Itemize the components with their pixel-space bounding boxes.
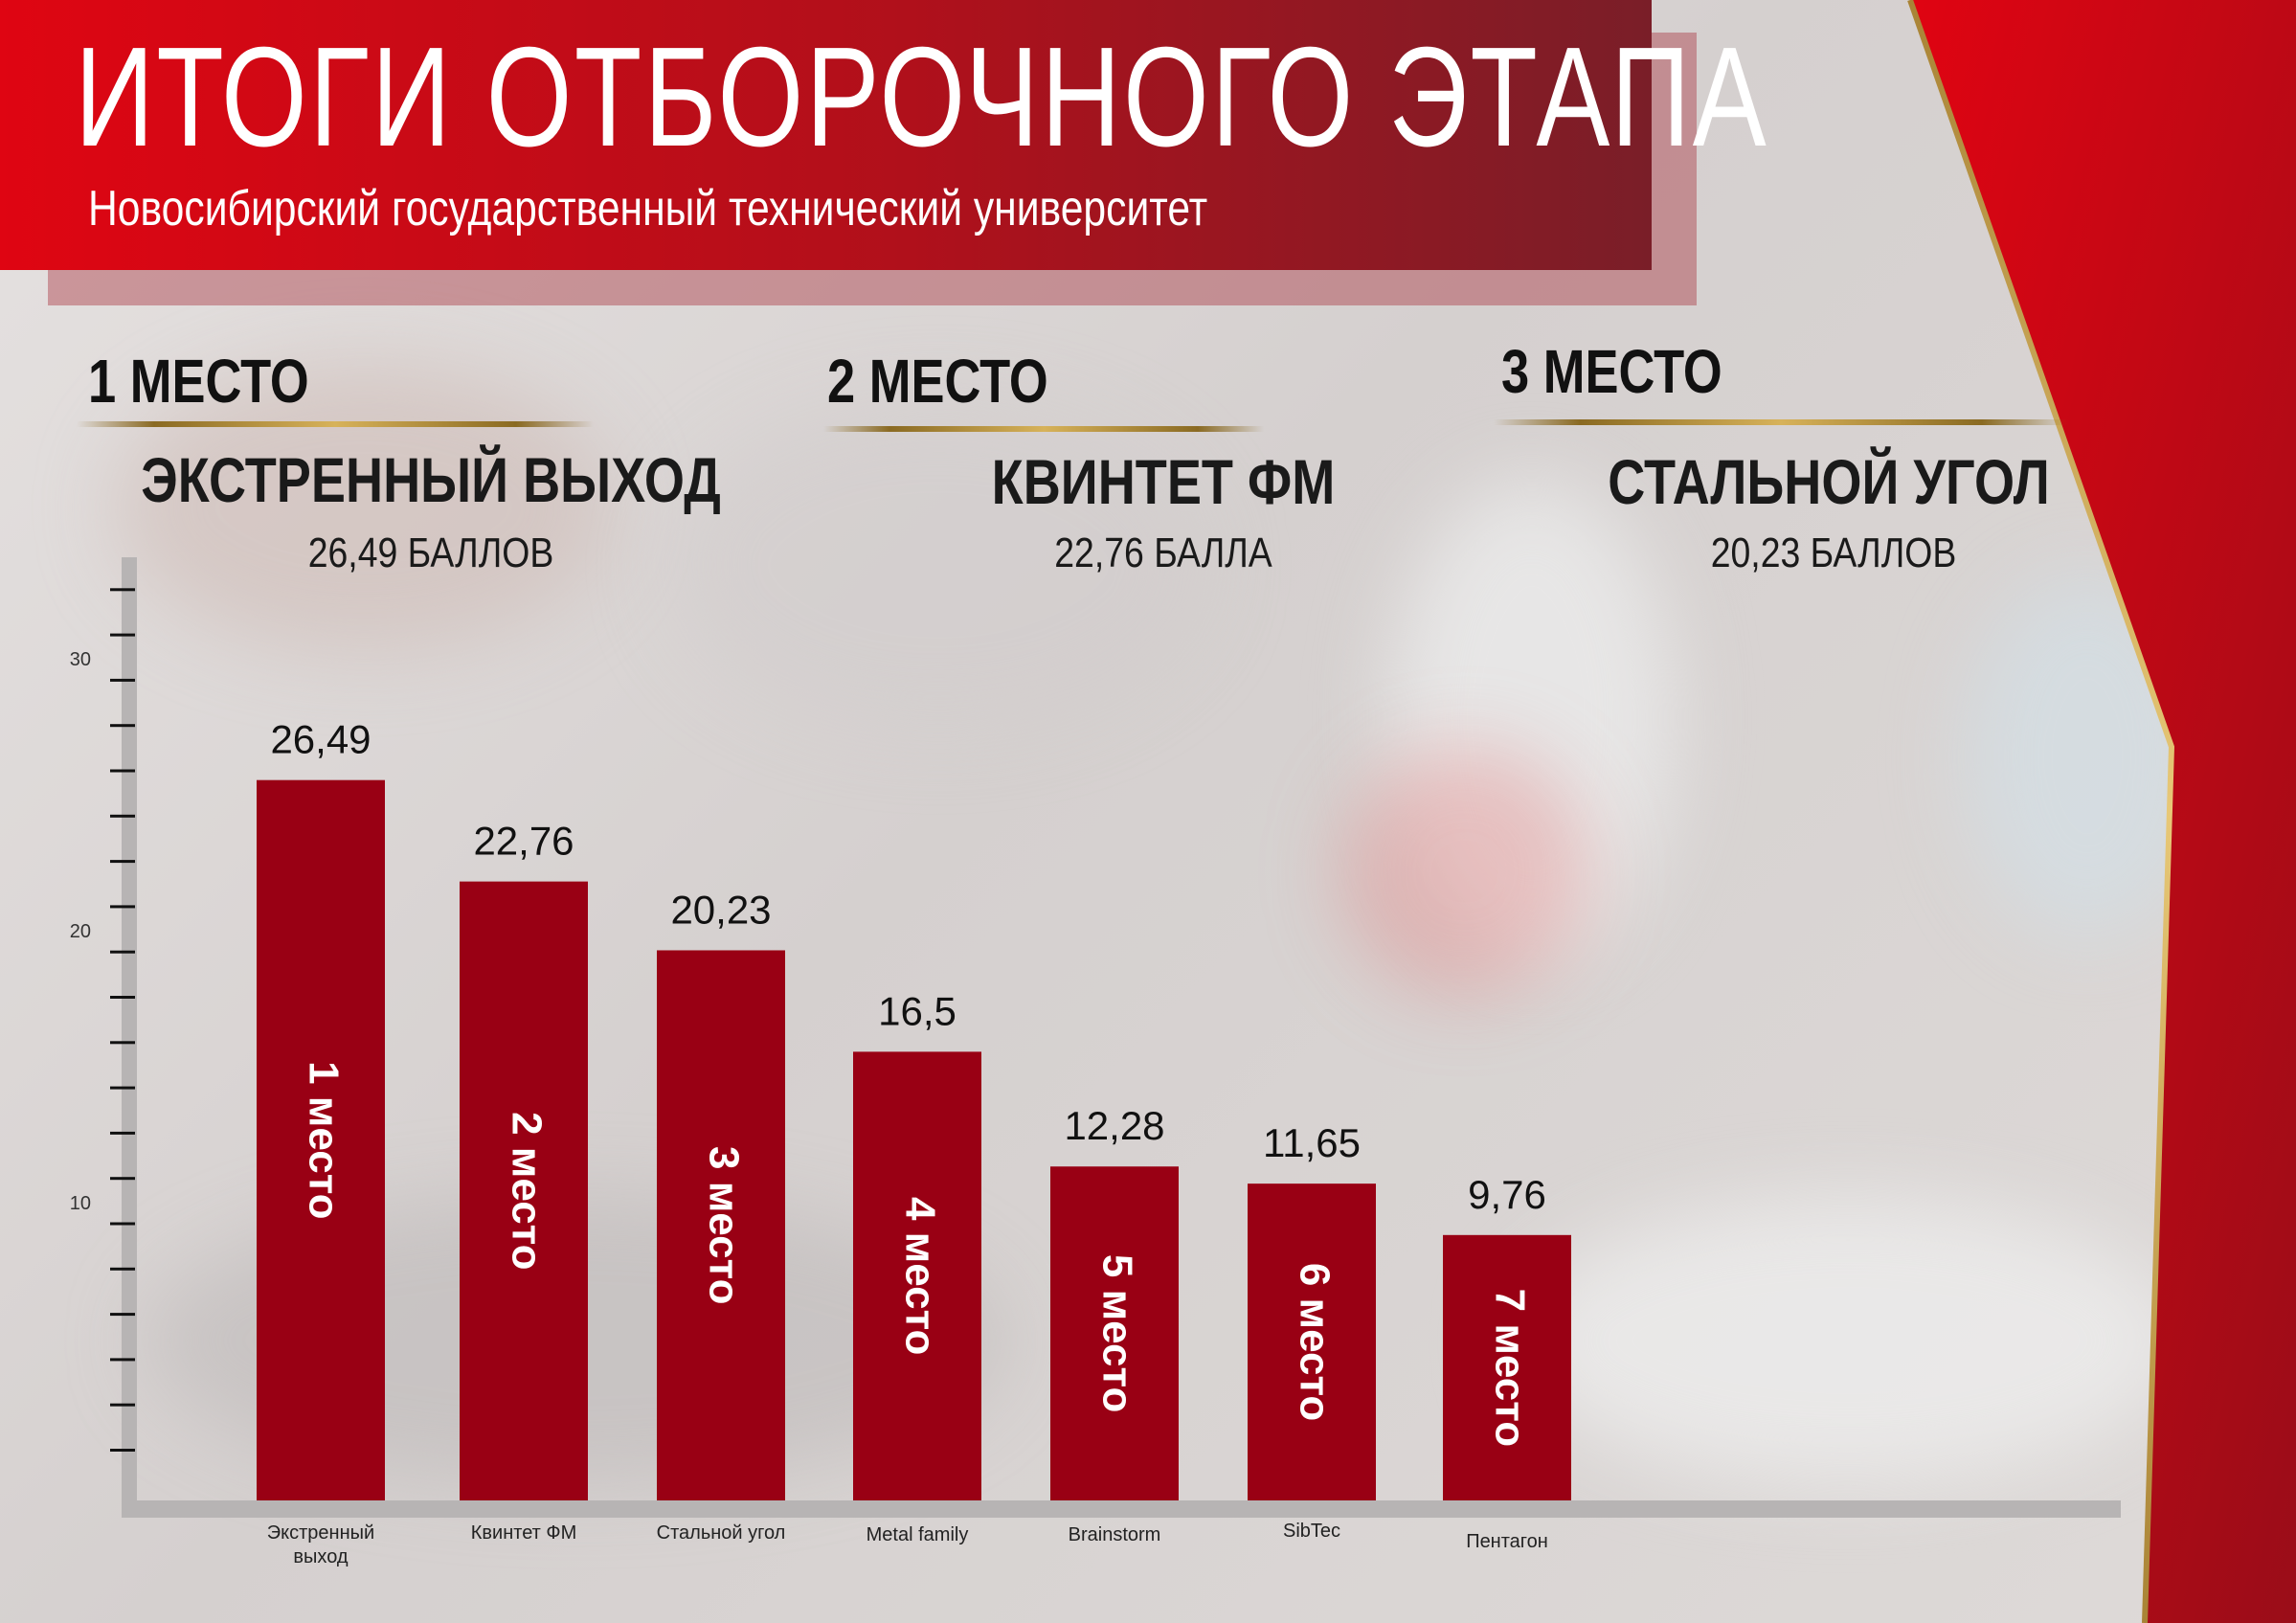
- y-axis-minor-tick: [110, 1131, 135, 1135]
- bar-place-label: 6 место: [1291, 1263, 1338, 1421]
- y-axis-minor-tick: [110, 724, 135, 728]
- third-place-score: 20,23 БАЛЛОВ: [1710, 530, 1957, 576]
- x-axis-line: [122, 1500, 2121, 1518]
- bar-place-label: 2 место: [503, 1112, 550, 1270]
- y-axis-minor-tick: [110, 905, 135, 909]
- bar-place-label: 7 место: [1486, 1289, 1533, 1447]
- y-axis-minor-tick: [110, 1358, 135, 1362]
- bar: [1248, 1183, 1376, 1500]
- first-place-team: ЭКСТРЕННЫЙ ВЫХОД: [141, 444, 721, 515]
- y-axis-minor-tick: [110, 588, 135, 592]
- bar-value-label: 26,49: [270, 717, 371, 762]
- bar-value-label: 11,65: [1263, 1120, 1361, 1165]
- page-title: ИТОГИ ОТБОРОЧНОГО ЭТАПА: [75, 18, 1769, 176]
- y-axis-minor-tick: [110, 1222, 135, 1226]
- page-subtitle: Новосибирский государственный технически…: [88, 181, 1208, 237]
- bar-place-label: 4 место: [896, 1197, 943, 1355]
- y-axis-minor-tick: [110, 1086, 135, 1090]
- third-place-team: СТАЛЬНОЙ УГОЛ: [1608, 446, 2050, 517]
- bar: [853, 1051, 981, 1500]
- bar: [1050, 1166, 1179, 1500]
- category-label: Пентагон: [1466, 1531, 1548, 1552]
- y-axis-minor-tick: [110, 1267, 135, 1271]
- category-label: Экстренный выход: [267, 1522, 374, 1567]
- header-banner: ИТОГИ ОТБОРОЧНОГО ЭТАПА Новосибирский го…: [0, 0, 1767, 270]
- third-place-divider: [1494, 419, 2068, 425]
- first-place-divider: [77, 421, 594, 427]
- y-axis-minor-tick: [110, 860, 135, 864]
- third-place-label: 3 МЕСТО: [1501, 337, 1722, 406]
- y-axis-minor-tick: [110, 1041, 135, 1045]
- bar-place-label: 5 место: [1093, 1254, 1140, 1412]
- y-axis-minor-tick: [110, 633, 135, 637]
- category-label: Brainstorm: [1069, 1524, 1161, 1545]
- y-tick-label: 20: [70, 921, 91, 942]
- category-label: Metal family: [867, 1524, 969, 1545]
- bar: [257, 779, 385, 1500]
- bar-value-label: 12,28: [1064, 1103, 1164, 1148]
- bar-place-label: 3 место: [700, 1146, 747, 1304]
- y-axis-minor-tick: [110, 996, 135, 999]
- bar-value-label: 22,76: [473, 819, 574, 864]
- y-axis-minor-tick: [110, 769, 135, 773]
- second-place-label: 2 МЕСТО: [827, 347, 1048, 416]
- y-tick-label: 10: [70, 1193, 91, 1214]
- first-place-score: 26,49 БАЛЛОВ: [307, 530, 554, 576]
- second-place-team: КВИНТЕТ ФМ: [991, 446, 1336, 517]
- y-axis-minor-tick: [110, 950, 135, 954]
- y-axis-line: [122, 557, 137, 1512]
- second-place-divider: [823, 426, 1264, 432]
- y-axis-minor-tick: [110, 678, 135, 682]
- first-place-label: 1 МЕСТО: [88, 347, 309, 416]
- bar-value-label: 9,76: [1468, 1172, 1546, 1217]
- bar-value-label: 16,5: [878, 988, 957, 1033]
- y-axis-minor-tick: [110, 1449, 135, 1452]
- y-axis-minor-tick: [110, 1177, 135, 1181]
- bar: [657, 950, 785, 1500]
- bar-value-label: 20,23: [670, 887, 771, 932]
- y-axis-minor-tick: [110, 814, 135, 818]
- y-axis-minor-tick: [110, 1403, 135, 1407]
- category-label: Стальной угол: [657, 1522, 786, 1544]
- y-axis-minor-tick: [110, 1313, 135, 1317]
- category-label: Квинтет ФМ: [471, 1522, 576, 1544]
- bar-place-label: 1 место: [300, 1061, 347, 1219]
- bar: [460, 881, 588, 1500]
- bar: [1443, 1234, 1571, 1500]
- second-place-score: 22,76 БАЛЛА: [1054, 530, 1272, 576]
- category-label: SibTec: [1283, 1521, 1340, 1542]
- y-tick-label: 30: [70, 649, 91, 670]
